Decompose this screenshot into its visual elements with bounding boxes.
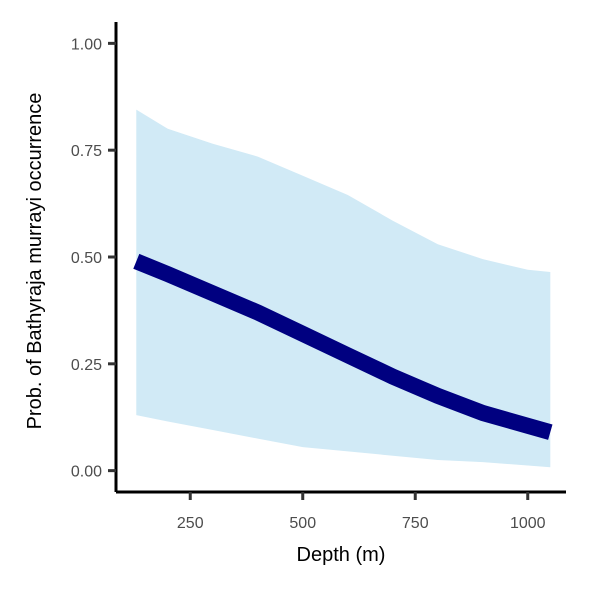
x-axis-title: Depth (m) <box>297 544 386 566</box>
y-tick-label: 0.00 <box>71 464 102 481</box>
x-axis: 250 500 750 1000 <box>116 490 566 532</box>
y-tick-label: 1.00 <box>71 36 102 53</box>
x-tick-label: 1000 <box>510 515 546 532</box>
y-axis: 0.00 0.25 0.50 0.75 1.00 <box>71 22 118 492</box>
x-tick-label: 250 <box>177 515 204 532</box>
plot-area <box>133 109 553 468</box>
y-tick-label: 0.50 <box>71 250 102 267</box>
y-tick-label: 0.25 <box>71 357 102 374</box>
fitted-line-0 <box>133 253 553 440</box>
y-tick-label: 0.75 <box>71 143 102 160</box>
x-tick-label: 750 <box>402 515 429 532</box>
confidence-band <box>136 109 551 468</box>
x-tick-label: 500 <box>289 515 316 532</box>
y-axis-title: Prob. of Bathyraja murrayi occurrence <box>24 93 46 430</box>
